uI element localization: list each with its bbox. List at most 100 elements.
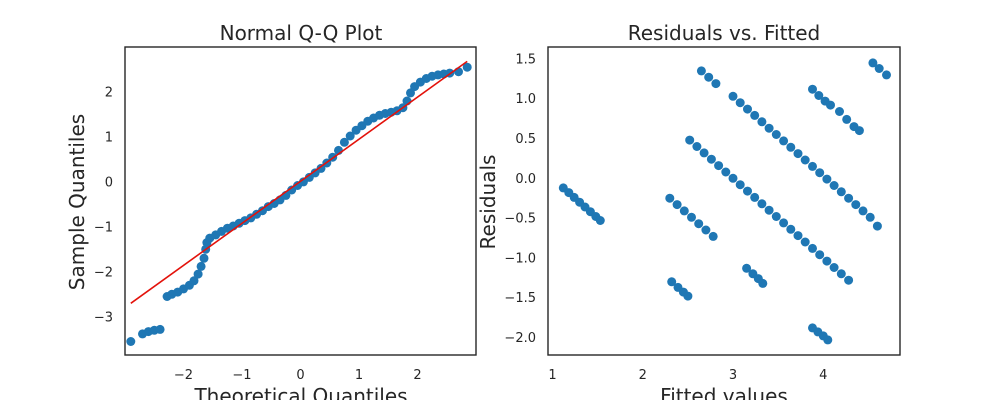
qq-plot-reference-line [130,60,468,304]
qq-plot-yticks: −3 −2 −1 0 1 2 [94,86,113,326]
residuals-plot-xlabel: Fitted values [660,384,788,400]
qq-plot-ytick-label: −1 [94,220,113,235]
qq-plot-point [155,324,165,334]
residuals-plot-point [814,91,824,100]
residuals-plot-point [829,263,839,272]
qq-plot-title: Normal Q-Q Plot [220,21,383,45]
residuals-plot-point [851,200,861,210]
residuals-plot-point [742,263,752,273]
residuals-plot-point [685,135,695,145]
qq-plot-xtick-label: 1 [355,368,363,383]
residuals-plot-point [836,269,846,279]
residuals-plot-point [793,231,803,241]
qq-plot-ylabel: Sample Quantiles [65,114,89,290]
residuals-plot-point [735,180,745,190]
residuals-plot-point [757,199,767,209]
residuals-plot-point [687,212,696,222]
residuals-plot-point [874,64,884,73]
residuals-plot-point [844,275,854,285]
residuals-plot-point [800,237,810,247]
residuals-plot-point [872,221,882,231]
residuals-plot-point [854,126,864,136]
residuals-plot-point [808,161,817,171]
residuals-plot-point [842,114,852,124]
qq-plot-point [462,62,472,72]
residuals-plot-point [822,174,832,184]
residuals-plot-point [721,167,731,177]
residuals-plot-point [771,212,781,221]
residuals-plot-point [679,206,689,216]
residuals-plot-point [667,277,677,287]
residuals-plot-point [728,91,738,101]
residuals-plot-ytick-label: −1.0 [504,251,536,266]
qq-plot-point [189,276,199,286]
residuals-plot-point [858,206,868,216]
residuals-plot-panel: Residuals vs. Fitted Fitted values Resid… [476,21,901,400]
residuals-plot-point [829,181,839,190]
residuals-plot-point [764,123,774,133]
residuals-plot-point [779,136,789,146]
residuals-plot-point [793,149,803,159]
residuals-plot-xtick-label: 2 [639,368,647,383]
residuals-plot-point [868,58,878,68]
residuals-plot-point [743,186,752,196]
qq-plot-frame [124,46,477,356]
residuals-plot-point [692,142,702,151]
residuals-plot-ytick-label: −1.5 [504,291,536,306]
residuals-plot-point [706,154,716,164]
qq-plot-ytick-label: −3 [94,310,113,325]
qq-plot-xtick-label: −1 [232,368,251,383]
residuals-plot-point [683,291,693,301]
residuals-plot-frame [547,46,901,356]
residuals-plot-title: Residuals vs. Fitted [628,21,821,45]
residuals-plot-point [835,107,844,116]
residuals-plot-point [764,205,774,215]
residuals-plot-point [757,117,767,127]
residuals-plot-point [786,142,796,152]
residuals-plot-point [696,66,706,76]
residuals-plot-yticks: −2.0 −1.5 −1.0 −0.5 0.0 0.5 1.0 1.5 [504,52,536,346]
residuals-plot-xtick-label: 1 [548,368,556,383]
residuals-plot-point [699,148,709,158]
qq-plot-point [199,253,209,263]
qq-plot-point [316,163,326,173]
residuals-plot-point [672,200,682,210]
residuals-plot-ytick-label: −2.0 [504,331,536,346]
residuals-plot-point [822,256,832,266]
residuals-plot-point [800,155,810,165]
residuals-plot-ytick-label: 0.0 [515,172,536,187]
qq-plot-xtick-label: 2 [413,368,421,383]
qq-plot-point [126,337,136,346]
residuals-plot-point [779,218,789,228]
residuals-plot-point [815,250,825,260]
residuals-plot-ytick-label: −0.5 [504,212,536,227]
residuals-plot-point [771,130,781,139]
qq-plot-ytick-label: 0 [105,175,113,190]
residuals-plot-point [750,110,760,120]
residuals-plot-point [808,243,817,253]
residuals-plot-ytick-label: 1.5 [515,52,536,67]
qq-plot-ytick-label: 1 [105,130,113,145]
residuals-plot-point [786,224,796,234]
residuals-plot-point [844,193,854,203]
residuals-plot-point [711,79,721,89]
qq-plot-ytick-label: −2 [94,265,113,280]
residuals-plot-point [714,161,724,171]
residuals-plot-point [728,173,738,183]
residuals-plot-point [665,193,675,203]
residuals-plot-point [708,231,718,241]
residuals-plot-xticks: 1 2 3 4 [548,368,827,383]
residuals-plot-point [808,84,817,94]
residuals-plot-point [826,100,835,110]
residuals-plot-point [758,278,768,288]
residuals-plot-point [750,192,760,202]
qq-plot-ytick-label: 2 [105,86,113,101]
residuals-plot-point [595,216,605,225]
residuals-plot-point [704,72,714,82]
qq-plot-xtick-label: 0 [296,368,304,383]
qq-plot-point [196,261,206,271]
residuals-plot-xtick-label: 4 [819,368,827,383]
qq-plot-point [339,137,349,147]
qq-plot-xticks: −2 −1 0 1 2 [174,368,422,383]
